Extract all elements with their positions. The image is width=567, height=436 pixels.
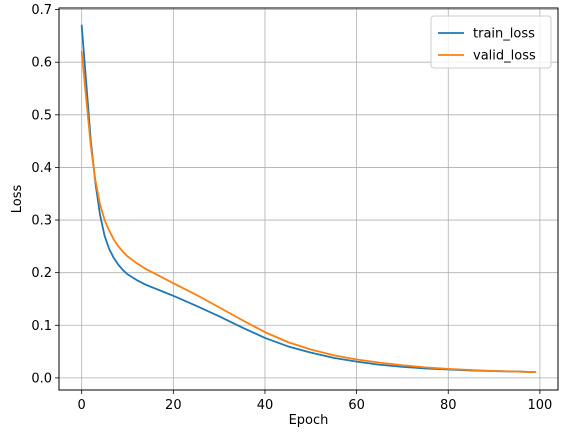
series-layer (80, 24, 537, 374)
y-tick-label: 0.7 (31, 3, 52, 18)
y-tick-label: 0.2 (31, 266, 52, 281)
x-tick-label: 0 (78, 398, 86, 413)
y-tick-label: 0.5 (31, 108, 52, 123)
y-axis-label: Loss (10, 185, 25, 214)
grid (59, 8, 558, 390)
x-tick-label: 60 (348, 398, 365, 413)
y-tick-label: 0.0 (31, 371, 52, 386)
series-line-valid-loss (80, 50, 537, 374)
y-tick-label: 0.6 (31, 56, 52, 71)
y-tick-label: 0.4 (31, 161, 52, 176)
y-tick-label: 0.1 (31, 319, 52, 334)
legend: train_loss valid_loss (430, 15, 552, 69)
plot-frame (58, 7, 559, 391)
y-tick-label: 0.3 (31, 214, 52, 229)
x-tick-label: 40 (257, 398, 274, 413)
legend-label-valid-loss: valid_loss (473, 49, 536, 64)
legend-label-train-loss: train_loss (473, 27, 535, 42)
x-tick-label: 80 (440, 398, 457, 413)
x-tick-label: 20 (165, 398, 182, 413)
x-tick-label: 100 (527, 398, 552, 413)
ticks: 0 20 40 60 80 100 0.0 0.1 0.2 0.3 0.4 0.5 0.6 0.7 (31, 3, 552, 413)
series-line-train-loss (80, 24, 537, 374)
x-axis-label: Epoch (289, 413, 329, 428)
